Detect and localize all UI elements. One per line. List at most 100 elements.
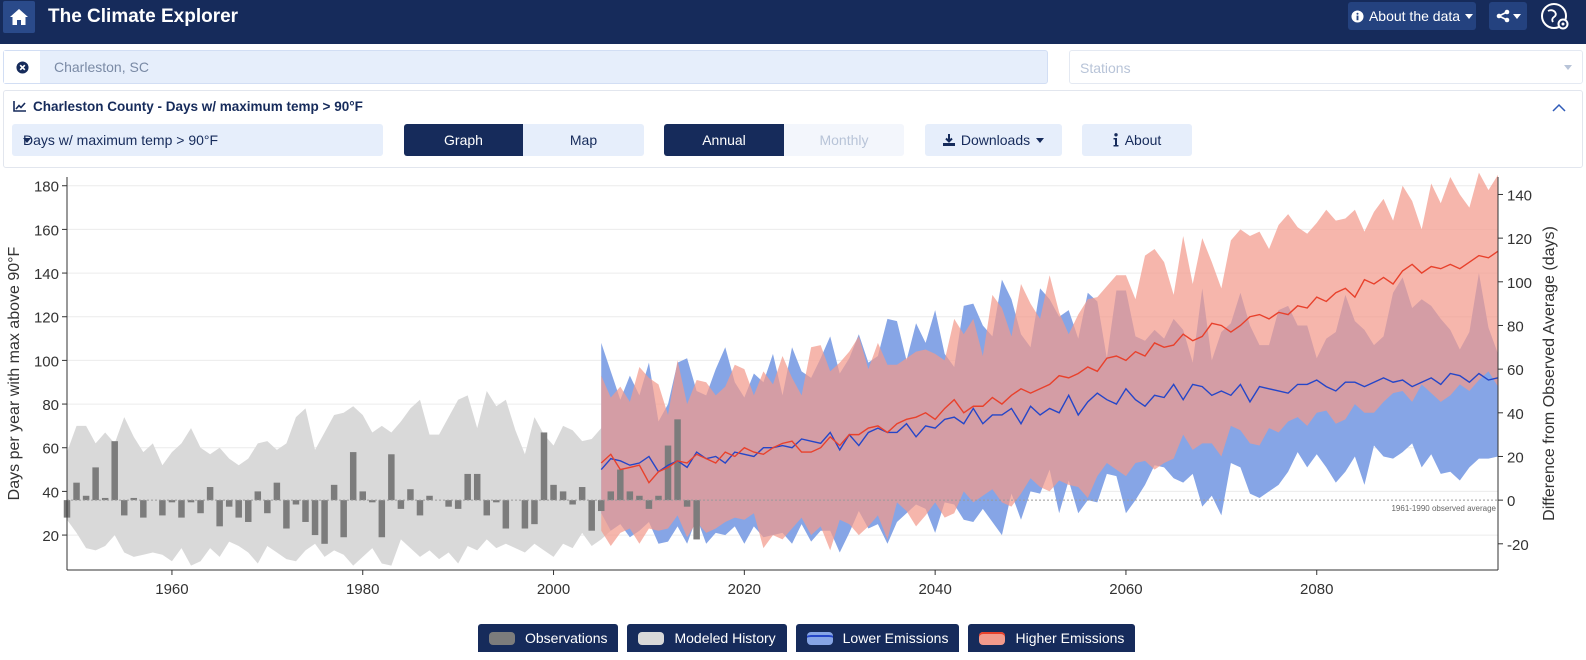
about-the-data-label: About the data xyxy=(1368,8,1461,24)
observation-bar xyxy=(416,500,424,516)
observation-bar xyxy=(245,500,252,522)
info-icon xyxy=(1113,133,1119,147)
stations-placeholder: Stations xyxy=(1080,60,1131,76)
observation-bar xyxy=(254,491,262,501)
stations-select[interactable]: Stations xyxy=(1069,50,1583,84)
x-tick-label: 2020 xyxy=(728,581,761,598)
observation-bar xyxy=(454,500,462,509)
lower-emissions-line xyxy=(600,372,1499,473)
y2-tick-label: 40 xyxy=(1507,406,1524,423)
clear-location-button[interactable] xyxy=(4,51,40,83)
observation-bar xyxy=(73,482,80,501)
observation-bar xyxy=(321,500,328,544)
y-tick-label: 80 xyxy=(42,397,59,414)
y2-tick-label: 80 xyxy=(1507,318,1524,335)
observation-bar xyxy=(426,495,433,501)
observation-bar xyxy=(206,487,214,501)
observation-bar xyxy=(445,500,452,507)
y-axis-label: Days per year with max above 90°F xyxy=(6,246,23,500)
higher-emissions-band xyxy=(601,172,1498,551)
share-icon xyxy=(1496,9,1509,23)
observation-bar xyxy=(531,500,538,525)
downloads-button[interactable]: Downloads xyxy=(925,124,1062,156)
y2-tick-label: 140 xyxy=(1507,187,1532,204)
y-tick-label: 20 xyxy=(42,528,59,545)
settings-button[interactable] xyxy=(1538,1,1572,33)
x-tick-label: 2040 xyxy=(918,581,951,598)
observation-bar xyxy=(302,500,309,522)
observation-bar xyxy=(292,500,300,505)
observation-bar xyxy=(683,500,691,507)
observation-bar xyxy=(130,497,138,501)
y-tick-label: 120 xyxy=(34,310,59,327)
variable-select-value: Days w/ maximum temp > 90°F xyxy=(23,132,219,148)
top-navbar: The Climate Explorer About the data xyxy=(0,0,1586,44)
legend-observations[interactable]: Observations xyxy=(478,624,619,652)
home-icon xyxy=(10,9,28,25)
y2-tick-label: 120 xyxy=(1507,231,1532,248)
legend-label: Higher Emissions xyxy=(1015,630,1125,646)
y2-tick-label: 20 xyxy=(1507,449,1524,466)
y2-tick-label: 0 xyxy=(1507,493,1515,510)
observation-bar xyxy=(597,500,605,512)
modeled-history-band xyxy=(67,390,611,566)
observation-bar xyxy=(187,500,195,503)
graph-tab[interactable]: Graph xyxy=(404,124,523,156)
map-tab[interactable]: Map xyxy=(523,124,644,156)
home-button[interactable] xyxy=(3,1,35,33)
observed-average-annotation: 1961-1990 observed average xyxy=(1391,504,1496,513)
x-tick-label: 2060 xyxy=(1109,581,1142,598)
observation-bar xyxy=(540,432,548,501)
observation-bar xyxy=(502,500,510,529)
x-tick-label: 1980 xyxy=(346,581,379,598)
monthly-tab[interactable]: Monthly xyxy=(784,124,904,156)
observation-bar xyxy=(273,482,281,501)
tick-labels: 1960 1980 2000 2020 2040 2060 2080204060801001… xyxy=(34,179,1532,598)
observation-bar xyxy=(264,500,271,514)
legend-higher-emissions[interactable]: Higher Emissions xyxy=(968,624,1136,652)
observation-bar xyxy=(397,500,405,509)
about-the-data-button[interactable]: About the data xyxy=(1348,2,1476,30)
annual-tab[interactable]: Annual xyxy=(664,124,784,156)
observation-bar xyxy=(178,500,185,518)
collapse-panel-button[interactable] xyxy=(1552,99,1566,117)
observation-bar xyxy=(225,500,233,507)
about-button[interactable]: About xyxy=(1082,124,1192,156)
observation-bar xyxy=(311,500,319,536)
y-tick-label: 40 xyxy=(42,484,59,501)
location-input[interactable]: Charleston, SC xyxy=(54,59,149,75)
observation-bar xyxy=(693,500,700,540)
legend-swatch xyxy=(806,631,833,645)
chart-areas xyxy=(67,172,1498,566)
x-tick-label: 1960 xyxy=(155,581,188,598)
chart-panel: Charleston County - Days w/ maximum temp… xyxy=(3,90,1583,168)
observation-bar xyxy=(607,491,615,501)
observation-bar xyxy=(330,484,338,501)
observation-bar xyxy=(349,452,357,501)
legend-swatch xyxy=(638,631,665,645)
observation-bar xyxy=(120,500,128,516)
y-tick-label: 160 xyxy=(34,222,59,239)
x-tick-label: 2000 xyxy=(537,581,570,598)
observation-bar xyxy=(82,495,90,501)
variable-select[interactable]: Days w/ maximum temp > 90°F xyxy=(12,124,383,156)
observation-bar xyxy=(493,500,500,503)
legend-swatch xyxy=(489,631,515,645)
downloads-label: Downloads xyxy=(960,132,1031,148)
chevron-down-icon xyxy=(1564,65,1572,70)
y2-tick-label: 100 xyxy=(1507,275,1532,292)
observation-bar xyxy=(92,467,99,501)
share-button[interactable] xyxy=(1489,2,1527,30)
observation-bars xyxy=(63,419,700,544)
x-tick-label: 2080 xyxy=(1300,581,1333,598)
observation-bar xyxy=(674,419,681,501)
legend-label: Lower Emissions xyxy=(842,630,949,646)
observation-bar xyxy=(407,489,414,501)
chevron-up-icon xyxy=(1552,103,1566,112)
observation-bar xyxy=(645,500,653,509)
location-search[interactable]: Charleston, SC xyxy=(3,50,1048,84)
chart-legend: Observations Modeled History Lower Emiss… xyxy=(478,624,1136,652)
legend-modeled-history[interactable]: Modeled History xyxy=(627,624,787,652)
observation-bar xyxy=(111,441,118,501)
legend-lower-emissions[interactable]: Lower Emissions xyxy=(795,624,960,652)
